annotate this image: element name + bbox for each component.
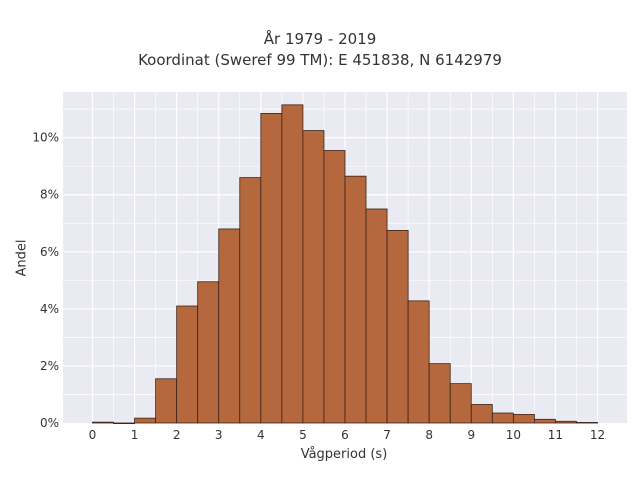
y-tick-label: 6% [40, 245, 59, 259]
histogram-bar [576, 422, 598, 424]
y-tick-label: 8% [40, 188, 59, 202]
histogram-bar [470, 404, 493, 424]
y-axis-label: Andel [14, 239, 30, 277]
histogram-bar [197, 281, 220, 424]
x-tick-label: 9 [467, 428, 475, 442]
histogram-bar [386, 229, 409, 424]
histogram-bar [428, 363, 451, 424]
x-tick-label: 11 [548, 428, 563, 442]
histogram-bars [92, 104, 598, 425]
histogram-bar [155, 378, 178, 424]
histogram-bar [92, 421, 114, 424]
y-axis-ticks: 0% 2% 4% 6% 8% 10% [32, 131, 59, 430]
x-tick-label: 8 [425, 428, 433, 442]
y-tick-label: 0% [40, 416, 59, 430]
histogram-bar [302, 130, 325, 424]
histogram-bar [407, 300, 430, 424]
histogram-bar [113, 422, 135, 425]
chart-title-line-1: År 1979 - 2019 [263, 30, 377, 48]
histogram-bar [365, 208, 388, 424]
histogram-bar [449, 383, 472, 424]
histogram-bar [344, 175, 367, 424]
histogram-bar [218, 228, 241, 424]
y-tick-label: 2% [40, 359, 59, 373]
x-tick-label: 3 [215, 428, 223, 442]
histogram-bar [239, 177, 262, 424]
x-axis-ticks: 0 1 2 3 4 5 6 7 8 9 10 11 12 [89, 428, 606, 442]
x-tick-label: 5 [299, 428, 307, 442]
histogram-bar [534, 418, 556, 424]
histogram-bar [323, 150, 346, 424]
x-tick-label: 1 [131, 428, 139, 442]
histogram-bar [512, 414, 535, 424]
y-tick-label: 4% [40, 302, 59, 316]
x-tick-label: 4 [257, 428, 265, 442]
histogram-bar [260, 113, 283, 424]
x-tick-label: 7 [383, 428, 391, 442]
histogram-bar [555, 420, 577, 424]
x-tick-label: 0 [89, 428, 97, 442]
histogram-bar [281, 104, 304, 424]
histogram-bar [134, 417, 156, 424]
chart-title-line-2: Koordinat (Sweref 99 TM): E 451838, N 61… [138, 51, 502, 69]
x-tick-label: 2 [173, 428, 181, 442]
x-tick-label: 10 [506, 428, 521, 442]
histogram-bar [176, 305, 199, 424]
histogram-bar [491, 412, 514, 424]
x-tick-label: 6 [341, 428, 349, 442]
x-tick-label: 12 [590, 428, 605, 442]
x-axis-label: Vågperiod (s) [300, 447, 388, 462]
y-tick-label: 10% [32, 131, 59, 145]
